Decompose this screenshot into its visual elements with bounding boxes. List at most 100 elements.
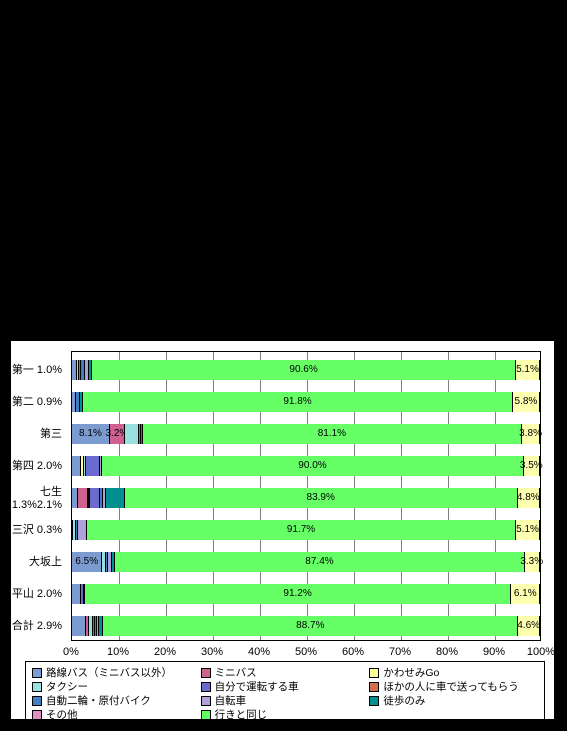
bar-segment (106, 488, 125, 508)
bar-segment: 3.2% (110, 424, 125, 444)
category-label: 七生 1.3%2.1% (11, 483, 66, 511)
legend-swatch (32, 668, 42, 678)
x-tick: 40% (239, 646, 279, 658)
legend-item: 自動二輪・原付バイク (32, 694, 201, 708)
segment-value-label: 6.5% (75, 552, 98, 572)
legend-label: ほかの人に車で送ってもらう (383, 680, 518, 694)
segment-value-label: 83.9% (307, 488, 335, 508)
bar-segment: 83.9% (125, 488, 518, 508)
legend-label: 自転車 (215, 694, 247, 708)
legend-swatch (32, 710, 42, 720)
legend-item: ミニバス (201, 666, 370, 680)
bar-segment: 8.1% (72, 424, 110, 444)
x-tick: 0% (51, 646, 91, 658)
legend-swatch (201, 668, 211, 678)
bar-segment (72, 584, 81, 604)
legend-swatch (201, 696, 211, 706)
category-label: 第四 2.0% (11, 457, 66, 473)
legend-swatch (32, 696, 42, 706)
legend-swatch (369, 682, 379, 692)
segment-value-label: 90.6% (289, 360, 317, 380)
legend-swatch (32, 682, 42, 692)
legend-label: 自分で運転する車 (215, 680, 299, 694)
segment-value-label: 3.8% (519, 424, 542, 444)
bar-segment: 87.4% (115, 552, 524, 572)
bar-segment: 81.1% (143, 424, 523, 444)
bar-segment: 4.8% (518, 488, 540, 508)
category-label: 第三 (11, 425, 66, 441)
bar-row: 90.0% 3.5% (72, 456, 540, 476)
segment-value-label: 91.7% (287, 520, 315, 540)
legend-item: 徒歩のみ (369, 694, 538, 708)
segment-value-label: 4.8% (517, 488, 540, 508)
bar-row: 6.5% 87.4% 3.3% (72, 552, 540, 572)
segment-value-label: 91.8% (283, 392, 311, 412)
segment-value-label: 90.0% (298, 456, 326, 476)
bar-segment: 91.8% (83, 392, 513, 412)
x-tick: 70% (380, 646, 420, 658)
x-tick: 100% (521, 646, 561, 658)
bar-segment: 6.5% (72, 552, 102, 572)
chart-container: 90.6% 5.1% 91.8% 5.8% 8.1% 3.2% 81.1% 3.8% 90.0%… (10, 340, 555, 720)
segment-value-label: 87.4% (305, 552, 333, 572)
legend-item: かわせみGo (369, 666, 538, 680)
bar-row: 91.2%6.1% (72, 584, 540, 604)
legend-item: 路線バス（ミニバス以外） (32, 666, 201, 680)
plot-area: 90.6% 5.1% 91.8% 5.8% 8.1% 3.2% 81.1% 3.8% 90.0%… (71, 351, 541, 641)
legend-row: タクシー 自分で運転する車 ほかの人に車で送ってもらう (32, 680, 538, 694)
bar-segment: 4.6% (518, 616, 540, 636)
category-label: 第二 0.9% (11, 393, 66, 409)
legend-label: 行きと同じ (215, 708, 268, 722)
segment-value-label: 8.1% (79, 424, 102, 444)
bar-segment: 3.3% (525, 552, 540, 572)
legend-row: 自動二輪・原付バイク 自転車 徒歩のみ (32, 694, 538, 708)
bar-segment: 91.7% (87, 520, 516, 540)
bar-segment: 6.1% (511, 584, 540, 604)
x-tick: 60% (333, 646, 373, 658)
legend-item (369, 708, 538, 722)
bar-segment: 5.1% (516, 360, 540, 380)
segment-value-label: 3.5% (520, 456, 543, 476)
bar-row: 83.9% 4.8% (72, 488, 540, 508)
legend-label: かわせみGo (383, 666, 439, 680)
legend-swatch (369, 668, 379, 678)
legend-item: 行きと同じ (201, 708, 370, 722)
legend-label: その他 (46, 708, 78, 722)
category-label: 平山 2.0% (11, 585, 66, 601)
legend-swatch (201, 710, 211, 720)
segment-value-label: 81.1% (318, 424, 346, 444)
bar-segment (90, 488, 99, 508)
segment-value-label: 5.1% (516, 360, 539, 380)
legend-label: タクシー (46, 680, 88, 694)
segment-value-label: 3.3% (520, 552, 543, 572)
bar-segment: 5.1% (516, 520, 540, 540)
category-label: 合計 2.9% (11, 617, 66, 633)
bar-segment (78, 488, 88, 508)
bar-segment: 5.8% (513, 392, 540, 412)
bar-segment (78, 520, 87, 540)
legend-row: その他 行きと同じ (32, 708, 538, 722)
x-tick: 80% (427, 646, 467, 658)
legend-item: その他 (32, 708, 201, 722)
legend-item: 自分で運転する車 (201, 680, 370, 694)
category-label: 大坂上 (11, 553, 66, 569)
legend-label: 自動二輪・原付バイク (46, 694, 151, 708)
legend-label: 徒歩のみ (383, 694, 425, 708)
bar-segment: 3.5% (524, 456, 540, 476)
bar-row: 91.8% 5.8% (72, 392, 540, 412)
category-label: 三沢 0.3% (11, 521, 66, 537)
bar-segment (72, 456, 81, 476)
segment-value-label: 88.7% (296, 616, 324, 636)
x-tick: 20% (145, 646, 185, 658)
category-label: 第一 1.0% (11, 361, 66, 377)
x-tick: 90% (474, 646, 514, 658)
bar-segment (72, 616, 86, 636)
bar-segment: 88.7% (103, 616, 518, 636)
legend-item: 自転車 (201, 694, 370, 708)
bar-segment (86, 456, 100, 476)
x-tick: 10% (98, 646, 138, 658)
legend-swatch (201, 682, 211, 692)
legend-swatch (369, 696, 379, 706)
legend-item: ほかの人に車で送ってもらう (369, 680, 538, 694)
bar-segment (125, 424, 139, 444)
